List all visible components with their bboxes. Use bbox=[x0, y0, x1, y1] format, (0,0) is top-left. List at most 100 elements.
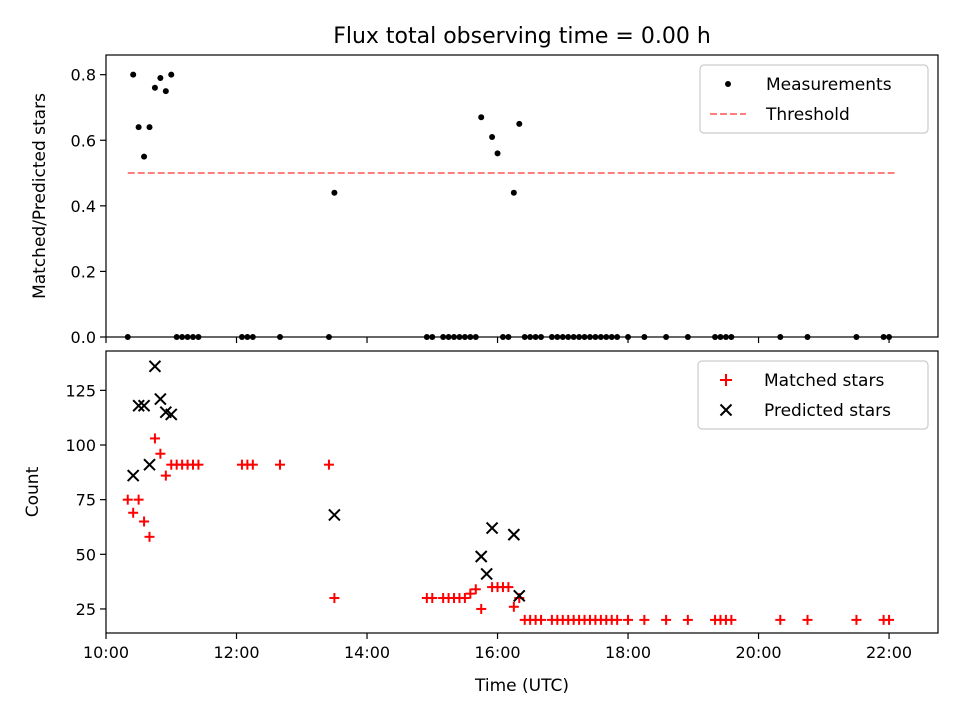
matched-star-point bbox=[139, 516, 150, 527]
x-mark-b bbox=[154, 392, 167, 406]
matched-star-point bbox=[612, 614, 623, 625]
x-tick-label: 18:00 bbox=[605, 643, 651, 662]
matched-star-point bbox=[133, 494, 144, 505]
matched-star-point bbox=[775, 614, 786, 625]
predicted-star-point bbox=[485, 521, 499, 535]
y-tick-label: 0.0 bbox=[71, 328, 96, 347]
x-mark-b bbox=[137, 399, 151, 412]
measurement-point bbox=[130, 71, 137, 78]
measurement-point bbox=[135, 124, 142, 131]
matched-star-point bbox=[726, 614, 737, 625]
legend-measurement-swatch bbox=[725, 81, 731, 87]
measurement-point bbox=[516, 120, 523, 127]
x-mark-b bbox=[143, 458, 156, 471]
y-tick-label: 25 bbox=[76, 600, 96, 619]
y-tick-label: 125 bbox=[65, 381, 96, 400]
legend: Matched stars Predicted stars bbox=[697, 360, 929, 430]
legend-label: Threshold bbox=[765, 105, 850, 125]
matched-star-point bbox=[639, 614, 650, 625]
matched-star-point bbox=[275, 459, 286, 470]
x-mark-b bbox=[159, 406, 173, 419]
x-mark-b bbox=[328, 508, 341, 522]
legend-box bbox=[699, 64, 929, 134]
x-tick-label: 14:00 bbox=[344, 643, 390, 662]
matched-star-point bbox=[122, 494, 133, 505]
measurement-point bbox=[489, 133, 496, 140]
matched-star-point bbox=[160, 470, 171, 481]
predicted-star-point bbox=[143, 458, 156, 471]
matched-star-point bbox=[661, 614, 672, 625]
measurement-point bbox=[146, 124, 153, 131]
predicted-star-point bbox=[148, 360, 162, 373]
x-mark-b bbox=[485, 521, 499, 535]
x-mark-b bbox=[132, 399, 145, 412]
matched-star-point bbox=[536, 614, 547, 625]
matched-star-point bbox=[503, 582, 514, 593]
matched-star-point bbox=[470, 584, 481, 595]
predicted-star-point bbox=[328, 508, 341, 522]
legend-x-b bbox=[719, 403, 733, 417]
y-tick-label: 0.4 bbox=[71, 197, 96, 216]
x-mark-b bbox=[126, 469, 140, 482]
matched-star-point bbox=[329, 593, 340, 604]
legend-box bbox=[697, 360, 929, 430]
axes-frame bbox=[105, 54, 939, 338]
axes-frame bbox=[105, 350, 939, 634]
predicted-star-point bbox=[165, 408, 178, 421]
predicted-star-point bbox=[154, 392, 167, 406]
y-tick-label: 0.6 bbox=[71, 131, 96, 150]
x-mark-b bbox=[165, 408, 178, 421]
predicted-star-point bbox=[475, 550, 488, 563]
x-tick-label: 10:00 bbox=[83, 643, 129, 662]
legend-label: Measurements bbox=[766, 75, 892, 95]
x-tick-label: 22:00 bbox=[866, 643, 912, 662]
y-tick-label: 100 bbox=[65, 436, 96, 455]
matched-star-point bbox=[682, 614, 693, 625]
matched-star-point bbox=[802, 614, 813, 625]
x-axis-label: Time (UTC) bbox=[474, 676, 569, 696]
predicted-star-point bbox=[137, 399, 151, 412]
matched-star-point bbox=[623, 614, 634, 625]
measurement-point bbox=[494, 150, 501, 157]
x-mark-b bbox=[513, 589, 526, 603]
y-tick-label: 75 bbox=[76, 491, 96, 510]
matched-star-point bbox=[851, 614, 862, 625]
measurement-point bbox=[168, 71, 175, 78]
matched-star-point bbox=[465, 588, 476, 599]
measurement-point bbox=[510, 189, 517, 196]
x-tick-label: 16:00 bbox=[474, 643, 520, 662]
y-axis-label: Count bbox=[23, 466, 43, 517]
y-tick-label: 0.8 bbox=[71, 66, 96, 85]
predicted-star-point bbox=[132, 399, 145, 412]
x-mark-b bbox=[507, 528, 521, 541]
matched-star-point bbox=[323, 459, 334, 470]
predicted-star-point bbox=[507, 528, 521, 541]
measurement-point bbox=[478, 114, 485, 121]
matched-star-point bbox=[155, 448, 166, 459]
chart-title: Flux total observing time = 0.00 h bbox=[333, 24, 711, 49]
matched-star-point bbox=[508, 601, 519, 612]
predicted-star-point bbox=[480, 567, 493, 581]
y-axis-label: Matched/Predicted stars bbox=[30, 93, 50, 299]
legend-label: Predicted stars bbox=[764, 401, 891, 421]
measurement-point bbox=[151, 84, 158, 91]
legend: Measurements Threshold bbox=[699, 64, 929, 134]
measurement-point bbox=[141, 153, 148, 160]
measurement-point bbox=[162, 88, 169, 95]
y-tick-label: 0.2 bbox=[71, 262, 96, 281]
matched-star-point bbox=[884, 614, 895, 625]
matched-star-point bbox=[476, 603, 487, 614]
x-mark-b bbox=[480, 567, 493, 581]
x-tick-label: 12:00 bbox=[213, 643, 259, 662]
matched-star-point bbox=[427, 593, 438, 604]
matched-star-point bbox=[459, 593, 470, 604]
x-tick-label: 20:00 bbox=[735, 643, 781, 662]
legend-label: Matched stars bbox=[764, 371, 884, 391]
plot-marks bbox=[122, 71, 895, 625]
matched-star-point bbox=[128, 507, 139, 518]
x-mark-b bbox=[148, 360, 162, 373]
predicted-star-point bbox=[513, 589, 526, 603]
y-tick-label: 50 bbox=[76, 545, 96, 564]
